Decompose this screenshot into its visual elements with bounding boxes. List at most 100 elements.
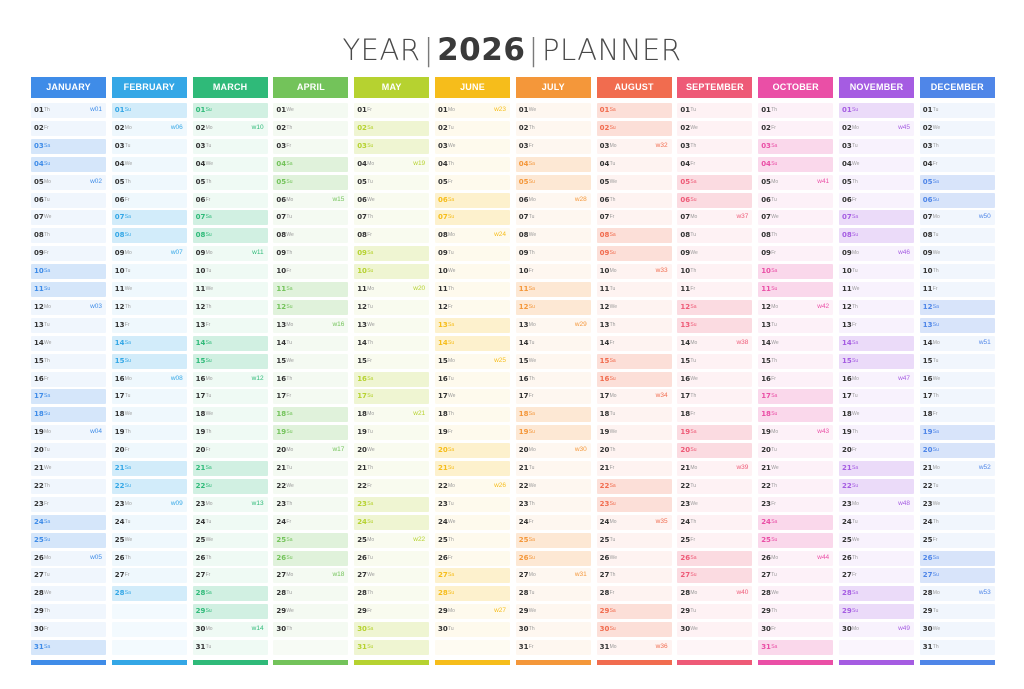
day-row: 21 We (758, 461, 834, 476)
day-row: 30 Sa (354, 622, 430, 638)
day-row: 28 Sa (111, 586, 187, 602)
day-row: 12 Mo w42 (758, 299, 834, 315)
day-weekday: Th (44, 608, 50, 615)
day-row: 20 Tu (31, 443, 106, 459)
day-number: 13 (276, 320, 287, 329)
day-weekday: We (367, 447, 375, 454)
day-number: 24 (680, 517, 691, 526)
day-weekday: We (286, 482, 294, 489)
day-number: 16 (599, 374, 610, 383)
day-number: 07 (842, 213, 852, 222)
day-row: 28 Sa (839, 586, 914, 602)
day-row: 26 Sa (919, 550, 995, 566)
day-number: 27 (438, 571, 448, 580)
week-number: w07 (170, 249, 183, 257)
day-number: 13 (761, 320, 771, 329)
week-number: w19 (413, 159, 426, 167)
day-number: 15 (195, 356, 206, 365)
day-row: 13 Fr (111, 317, 187, 333)
day-number: 12 (114, 302, 125, 311)
day-weekday: Su (124, 482, 131, 489)
day-weekday: We (124, 536, 133, 543)
day-weekday: Th (448, 286, 454, 292)
day-number: 07 (34, 213, 44, 222)
day-number: 11 (922, 285, 933, 293)
day-row: 09 Fr (758, 246, 834, 262)
month-footer-bar (192, 660, 268, 665)
day-weekday: Tu (852, 393, 858, 400)
day-weekday: Tu (932, 482, 939, 489)
day-row: 11 Sa (515, 282, 591, 297)
day-weekday: Fr (528, 142, 534, 149)
day-row: 02 Tu (435, 120, 510, 136)
day-number: 02 (438, 123, 448, 132)
day-row: 23 Su (596, 496, 672, 512)
day-weekday: Sa (932, 303, 939, 310)
day-row: 20 Su (677, 443, 753, 459)
day-row: 07 Mo w50 (919, 210, 995, 226)
day-number: 24 (276, 517, 287, 526)
day-number: 22 (438, 481, 448, 490)
day-weekday: Fr (932, 536, 938, 543)
month-header: JANUARY (31, 77, 106, 98)
day-weekday: Su (205, 107, 212, 113)
day-row: 15 Tu (919, 353, 995, 369)
day-number: 29 (680, 607, 691, 616)
day-row: 30 Tu (435, 622, 510, 638)
day-row: 12 Su (273, 299, 349, 315)
day-number: 25 (114, 535, 125, 544)
day-weekday: Tu (286, 465, 293, 471)
day-number: 13 (518, 320, 529, 329)
day-row: 25 Th (435, 532, 510, 548)
day-number: 11 (34, 285, 44, 293)
day-number: 11 (680, 285, 691, 293)
day-weekday: Tu (932, 232, 939, 239)
day-number: 04 (357, 159, 367, 168)
day-row: 18 Su (31, 407, 106, 423)
day-row: 27 Fr (192, 568, 268, 584)
day-number: 20 (518, 446, 529, 455)
day-row: 08 Fr (354, 228, 430, 244)
day-weekday: We (609, 178, 618, 185)
day-weekday: Th (528, 375, 535, 382)
day-row: 17 Th (677, 389, 753, 405)
day-row: 18 Tu (596, 407, 672, 423)
day-row: 31 Th (919, 640, 995, 655)
day-weekday: Su (367, 393, 374, 400)
day-number: 05 (195, 177, 206, 186)
week-number: w49 (898, 625, 910, 633)
day-row: 18 We (111, 407, 187, 423)
week-number: w34 (655, 392, 668, 400)
day-row: 21 Sa (192, 461, 268, 476)
day-row: 24 We (435, 514, 510, 530)
day-weekday: We (852, 286, 860, 292)
day-number: 04 (680, 159, 691, 168)
day-number: 18 (357, 410, 367, 419)
day-number: 09 (114, 249, 125, 258)
day-number: 14 (761, 338, 771, 347)
day-weekday: Th (528, 124, 535, 131)
day-row: 26 Th (839, 550, 914, 566)
day-row: 20 Su (919, 443, 995, 459)
day-weekday: Th (771, 357, 778, 364)
day-number: 08 (761, 231, 771, 240)
day-number: 28 (195, 589, 206, 598)
day-weekday: Fr (367, 482, 372, 489)
day-weekday: Su (609, 124, 616, 131)
day-number: 25 (357, 535, 367, 544)
day-number: 06 (761, 195, 771, 204)
day-number: 04 (599, 159, 610, 168)
day-weekday: Th (205, 554, 212, 561)
day-weekday: Fr (690, 411, 696, 418)
day-row: 19 Th (839, 425, 914, 441)
day-row (111, 604, 187, 620)
day-weekday: Tu (771, 447, 777, 454)
day-row: 21 Fr (596, 461, 672, 476)
day-number: 07 (599, 213, 610, 222)
day-row: 01 Tu (919, 103, 995, 118)
day-weekday: Tu (205, 142, 212, 149)
day-row: 28 Fr (596, 586, 672, 602)
day-weekday: Tu (690, 107, 697, 113)
day-weekday: Th (528, 626, 535, 633)
day-weekday: Th (609, 572, 616, 579)
